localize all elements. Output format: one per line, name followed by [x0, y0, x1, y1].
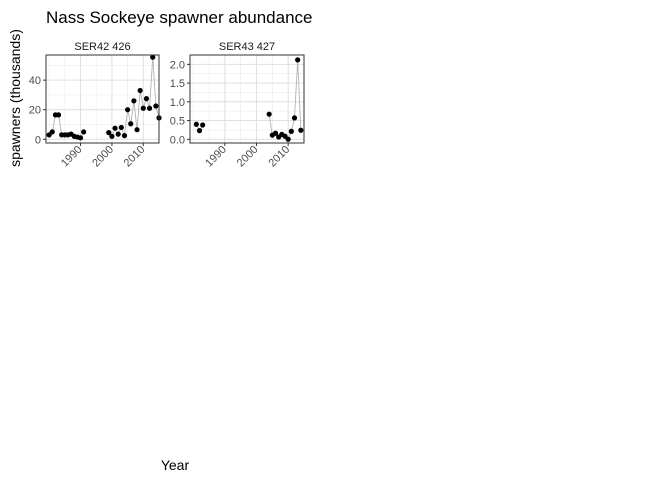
data-point	[196, 128, 203, 134]
data-point	[128, 121, 134, 127]
data-point	[295, 57, 301, 63]
data-point	[81, 129, 87, 135]
x-tick-label: 2000	[90, 144, 116, 170]
x-tick-label: 2010	[122, 144, 148, 170]
data-point	[140, 105, 146, 111]
data-point	[146, 105, 153, 111]
x-tick-label: 2010	[266, 144, 292, 170]
data-point	[131, 98, 137, 104]
panel-2: SER43 427 0.0 0.5 1.0 1.5 2.0 1990 2000 2010	[170, 41, 305, 170]
panel-border	[189, 54, 305, 144]
data-point	[153, 103, 159, 109]
data-point	[288, 128, 294, 134]
data-point	[109, 133, 115, 139]
x-tick-label: 1990	[203, 144, 229, 170]
data-point	[298, 127, 304, 133]
y-tick-label: 0.5	[170, 116, 185, 128]
y-tick-label: 20	[29, 105, 41, 117]
data-point	[285, 136, 291, 142]
chart-title: Nass Sockeye spawner abundance	[46, 8, 313, 27]
data-point	[112, 125, 118, 131]
data-point	[150, 54, 156, 60]
x-tick-label: 2000	[235, 144, 261, 170]
y-axis-label: spawners (thousands)	[7, 29, 23, 167]
data-point	[121, 133, 128, 139]
y-tick-label: 0.0	[170, 134, 185, 146]
facet-strip-label: SER42 426	[74, 41, 130, 53]
y-tick-label: 2.0	[170, 59, 185, 71]
data-point	[200, 122, 206, 128]
data-point	[55, 112, 62, 118]
data-point	[134, 127, 140, 133]
data-point	[77, 135, 84, 141]
y-tick-label: 1.5	[170, 78, 185, 90]
data-point	[118, 124, 124, 131]
x-tick-label: 1990	[59, 144, 85, 170]
data-point	[49, 129, 55, 135]
y-tick-label: 1.0	[170, 97, 185, 109]
panel-1: SER42 426 0 20 40 1990 2000 2010	[29, 41, 162, 169]
data-point	[115, 131, 121, 137]
data-point	[266, 111, 272, 117]
data-point	[125, 107, 131, 113]
panel-border	[45, 54, 160, 144]
data-point	[106, 130, 112, 136]
data-point	[143, 96, 150, 102]
facet-strip-label: SER43 427	[219, 41, 275, 53]
x-axis-label: Year	[161, 457, 190, 473]
data-point	[137, 87, 143, 94]
data-point	[193, 121, 199, 127]
y-tick-label: 0	[35, 134, 41, 146]
data-point	[291, 115, 298, 121]
y-tick-label: 40	[29, 75, 41, 87]
data-point	[272, 130, 279, 136]
